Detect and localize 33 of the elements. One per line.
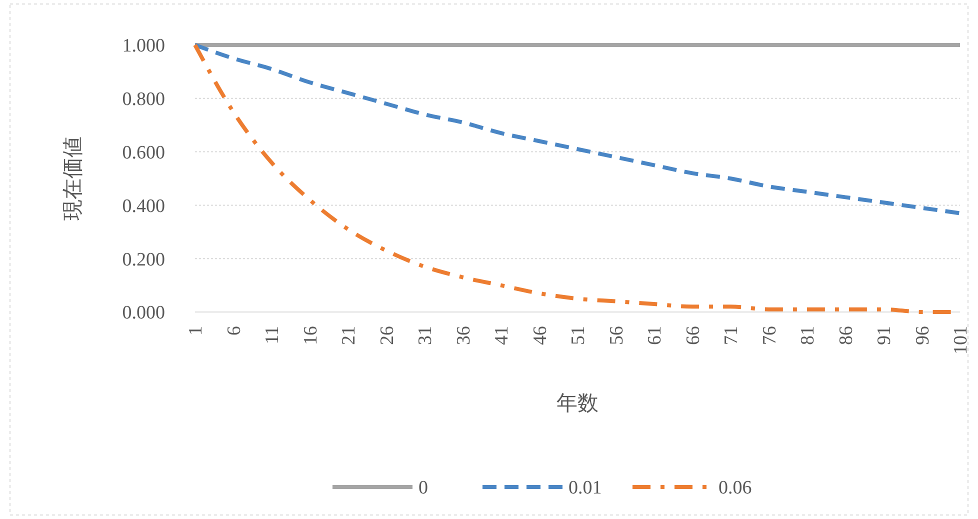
x-tick-label: 1 bbox=[186, 326, 207, 336]
x-tick-label: 91 bbox=[874, 326, 896, 345]
x-tick-label: 61 bbox=[644, 326, 666, 345]
legend-label: 0 bbox=[418, 478, 428, 499]
x-tick-label: 11 bbox=[262, 326, 284, 344]
y-tick-label: 0.600 bbox=[122, 142, 165, 164]
y-tick-label: 1.000 bbox=[122, 36, 165, 57]
x-tick-label: 21 bbox=[338, 326, 360, 345]
y-tick-label: 0.000 bbox=[122, 302, 165, 324]
legend-label: 0.06 bbox=[718, 478, 752, 499]
x-tick-label: 36 bbox=[453, 326, 474, 345]
x-tick-label: 71 bbox=[721, 326, 742, 345]
x-tick-label: 26 bbox=[376, 326, 398, 345]
x-tick-label: 76 bbox=[759, 326, 780, 345]
x-tick-label: 16 bbox=[300, 326, 322, 345]
x-tick-label: 51 bbox=[568, 326, 590, 345]
x-tick-label: 46 bbox=[530, 326, 551, 345]
x-axis-title: 年数 bbox=[556, 391, 598, 415]
x-tick-label: 96 bbox=[912, 326, 934, 345]
y-tick-label: 0.800 bbox=[122, 89, 165, 110]
y-tick-label: 0.400 bbox=[122, 196, 165, 217]
x-tick-label: 6 bbox=[224, 326, 245, 336]
y-tick-label: 0.200 bbox=[122, 249, 165, 270]
x-tick-label: 41 bbox=[492, 326, 513, 345]
x-tick-label: 56 bbox=[606, 326, 628, 345]
y-axis-title: 現在価値 bbox=[60, 136, 84, 220]
x-tick-label: 101 bbox=[950, 326, 972, 354]
legend-label: 0.01 bbox=[568, 478, 602, 499]
x-tick-label: 66 bbox=[682, 326, 704, 345]
x-tick-label: 31 bbox=[415, 326, 436, 345]
x-tick-label: 86 bbox=[836, 326, 857, 345]
x-tick-label: 81 bbox=[798, 326, 819, 345]
line-series bbox=[193, 43, 962, 216]
